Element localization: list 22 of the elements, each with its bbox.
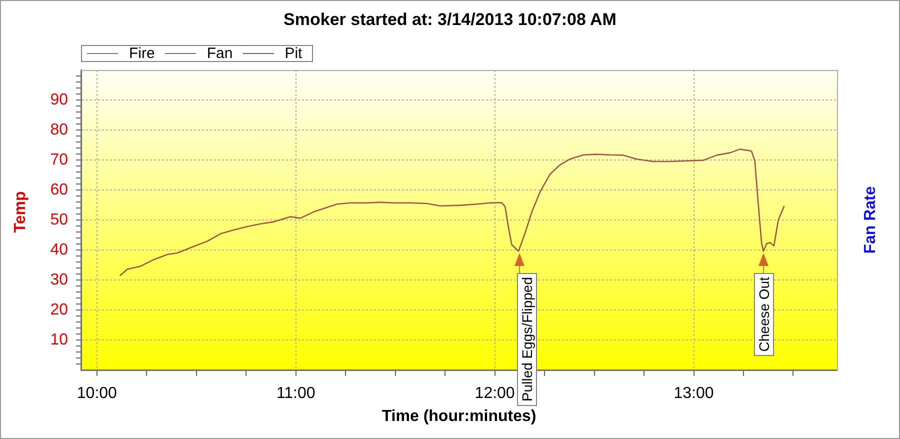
annotation: Cheese Out [756,277,772,352]
y-axis-title: Temp [12,191,30,233]
x-tick-label: 13:00 [674,385,714,402]
y-tick-label: 80 [50,121,68,138]
y-tick-label: 20 [50,301,68,318]
x-axis-title: Time (hour:minutes) [380,408,538,426]
y-tick-label: 10 [50,331,68,348]
y-tick-label: 70 [50,151,68,168]
legend-label: Fan [206,45,233,62]
legend-label: Pit [284,45,302,62]
y-tick-label: 60 [50,181,68,198]
x-tick-label: 11:00 [276,385,316,402]
x-tick-label: 12:00 [474,385,515,402]
y-tick-label: 90 [50,91,68,108]
y2-axis-title: Fan Rate [862,186,880,254]
y-tick-label: 50 [50,211,68,228]
legend-label: Fire [129,45,155,62]
annotation: Pulled Eggs/Flipped [519,277,535,402]
chart-title: Smoker started at: 3/14/2013 10:07:08 AM [282,10,618,29]
x-tick-label: 10:00 [76,385,118,402]
y-tick-label: 30 [50,271,68,288]
y-tick-label: 40 [50,241,68,258]
